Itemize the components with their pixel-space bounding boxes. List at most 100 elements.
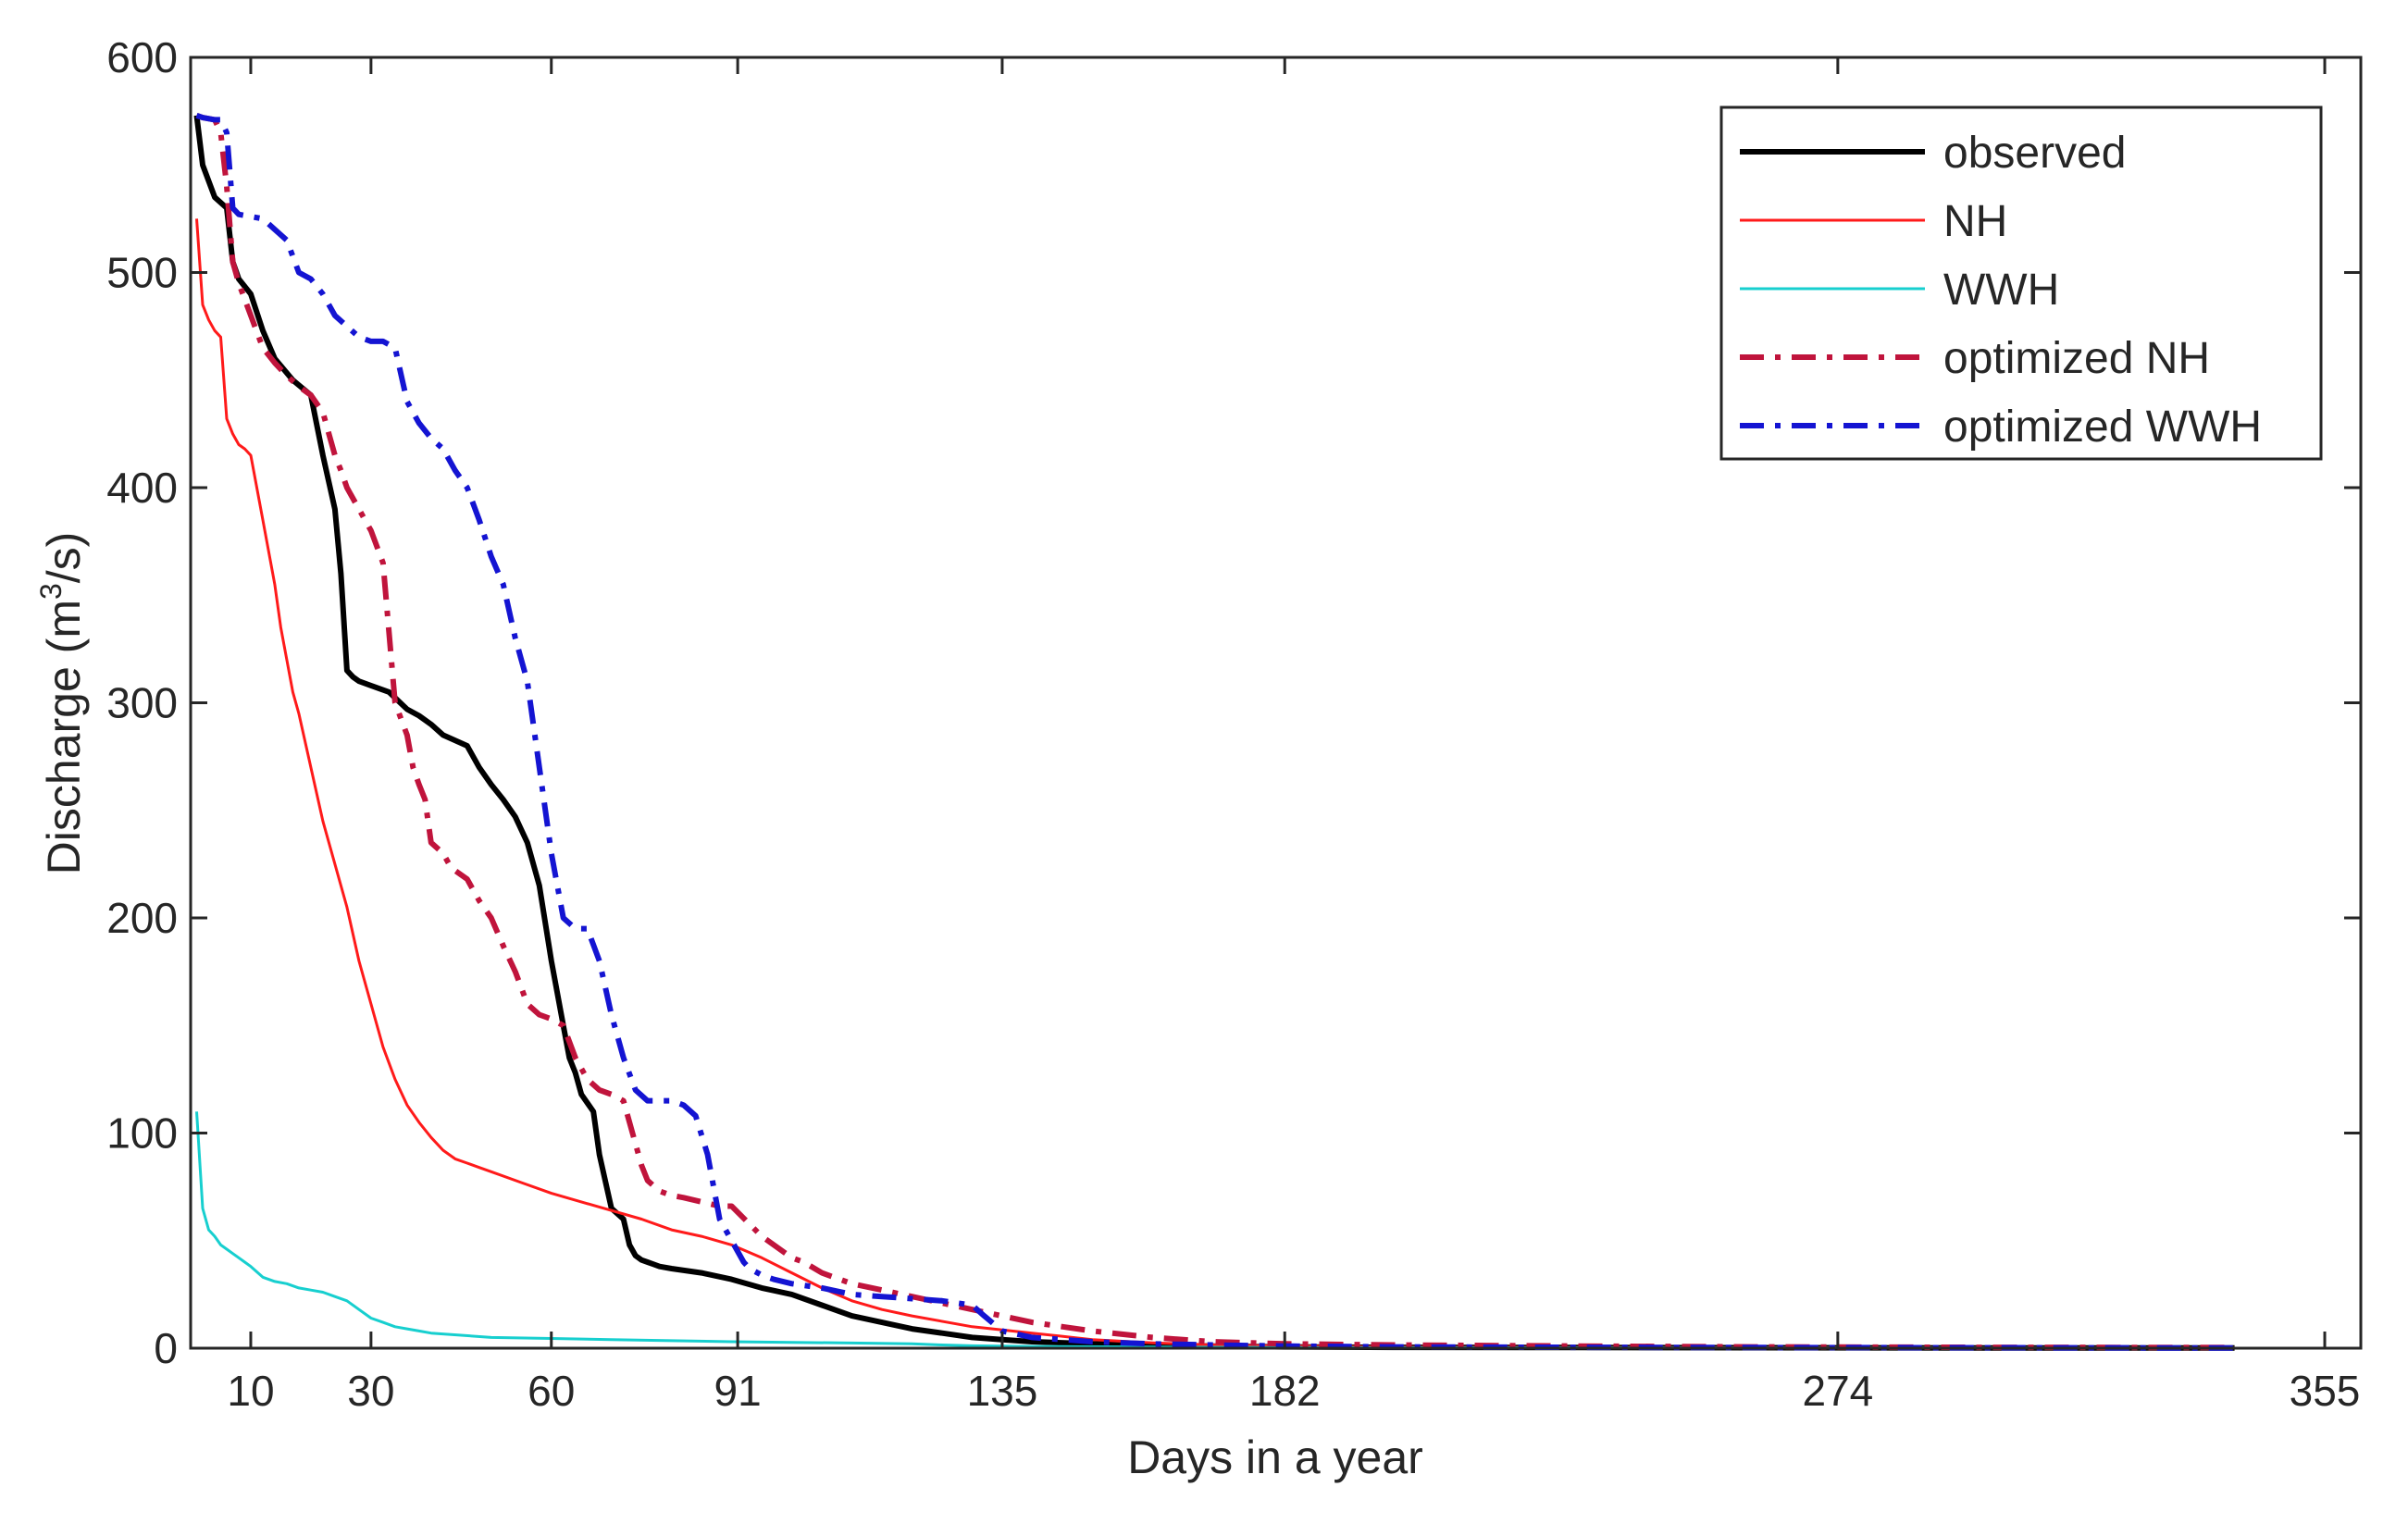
data-point-observed	[821, 1305, 823, 1307]
data-point-optimized-nh	[238, 282, 240, 284]
data-point-optimized-nh	[250, 315, 252, 316]
x-tick-label: 274	[1802, 1367, 1873, 1415]
data-point-optimized-nh	[478, 899, 480, 901]
data-point-observed	[647, 1261, 649, 1263]
data-point-optimized-nh	[640, 1164, 642, 1166]
x-tick-label: 30	[347, 1367, 394, 1415]
data-point-optimized-nh	[623, 1100, 625, 1102]
data-point-optimized-nh	[635, 1143, 637, 1145]
y-tick-label: 100	[106, 1109, 178, 1158]
data-point-optimized-wwh	[442, 448, 444, 450]
data-point-wwh	[418, 1330, 420, 1332]
data-point-optimized-wwh	[202, 117, 204, 118]
data-point-wwh	[244, 1261, 246, 1263]
y-tick-label: 0	[154, 1324, 178, 1372]
data-point-optimized-nh	[340, 469, 341, 471]
y-tick-label: 200	[106, 894, 178, 942]
data-point-optimized-nh	[539, 1014, 540, 1016]
data-point-observed	[701, 1272, 702, 1274]
y-axis-title-tail: /s)	[38, 532, 90, 584]
data-point-nh	[250, 454, 252, 456]
data-point-wwh	[298, 1287, 300, 1289]
data-point-optimized-wwh	[912, 1298, 913, 1300]
data-point-nh	[358, 960, 360, 962]
series-observed	[193, 115, 2235, 1351]
data-point-optimized-wwh	[382, 341, 384, 342]
data-point-optimized-wwh	[575, 928, 577, 930]
data-point-optimized-wwh	[539, 766, 540, 768]
data-point-optimized-nh	[220, 131, 222, 133]
y-tick-label: 600	[106, 33, 178, 81]
data-point-observed	[352, 676, 354, 678]
data-point-optimized-nh	[599, 1089, 601, 1091]
x-tick-label: 135	[967, 1367, 1038, 1415]
data-point-optimized-nh	[701, 1201, 702, 1203]
data-point-wwh	[232, 1253, 234, 1255]
data-point-optimized-nh	[370, 530, 372, 532]
data-point-optimized-nh	[731, 1206, 733, 1208]
series-nh	[195, 218, 2235, 1350]
data-point-observed	[912, 1328, 913, 1330]
data-point-optimized-wwh	[370, 341, 372, 342]
data-point-observed	[575, 1072, 577, 1073]
data-point-observed	[628, 1244, 630, 1245]
data-point-optimized-wwh	[394, 347, 396, 349]
data-point-nh	[442, 1149, 444, 1151]
data-point-optimized-wwh	[599, 960, 601, 962]
data-point-optimized-nh	[310, 394, 312, 396]
data-point-optimized-nh	[262, 347, 264, 349]
data-point-optimized-nh	[1091, 1330, 1093, 1332]
legend-label-observed: observed	[1943, 129, 2126, 178]
data-point-observed	[791, 1294, 793, 1295]
data-point-optimized-nh	[551, 1018, 552, 1020]
data-point-observed	[539, 885, 540, 886]
data-point-wwh	[286, 1282, 288, 1284]
data-point-optimized-wwh	[238, 214, 240, 216]
data-point-optimized-wwh	[941, 1300, 943, 1302]
data-point-nh	[490, 1171, 492, 1172]
data-point-nh	[220, 336, 222, 338]
data-point-observed	[652, 1263, 654, 1265]
data-point-wwh	[274, 1281, 276, 1282]
x-tick-label: 91	[714, 1367, 762, 1415]
data-point-observed	[442, 734, 444, 736]
data-point-optimized-wwh	[821, 1287, 823, 1289]
data-point-optimized-nh	[334, 454, 336, 456]
data-point-optimized-wwh	[250, 216, 252, 217]
data-point-optimized-wwh	[719, 1219, 721, 1220]
data-point-optimized-wwh	[563, 917, 565, 919]
data-point-observed	[592, 1110, 594, 1112]
legend-label-optimized-wwh: optimized WWH	[1943, 403, 2262, 452]
data-point-observed	[972, 1336, 974, 1338]
data-point-observed	[334, 508, 336, 510]
data-point-optimized-wwh	[695, 1115, 697, 1117]
data-point-nh	[520, 1182, 522, 1183]
data-point-nh	[279, 626, 281, 628]
data-point-wwh	[430, 1332, 432, 1334]
data-point-observed	[466, 745, 468, 747]
data-point-wwh	[220, 1244, 222, 1245]
data-point-optimized-nh	[298, 386, 300, 388]
data-point-optimized-nh	[1151, 1336, 1153, 1338]
data-point-observed	[635, 1255, 637, 1257]
series-layer	[193, 112, 2235, 1351]
data-point-optimized-nh	[575, 1057, 577, 1059]
data-point-optimized-wwh	[647, 1100, 649, 1102]
data-point-optimized-wwh	[298, 272, 300, 274]
data-point-optimized-wwh	[527, 680, 528, 682]
series-line-observed	[193, 115, 2235, 1351]
data-point-optimized-wwh	[972, 1305, 974, 1307]
data-point-nh	[851, 1300, 853, 1302]
data-point-nh	[1031, 1332, 1033, 1334]
data-point-optimized-nh	[881, 1289, 883, 1291]
data-point-observed	[340, 573, 341, 575]
data-point-observed	[370, 685, 372, 687]
data-point-optimized-nh	[503, 945, 504, 947]
data-point-observed	[478, 766, 480, 768]
data-point-optimized-wwh	[773, 1279, 775, 1281]
data-point-wwh	[611, 1339, 613, 1341]
data-point-observed	[761, 1287, 763, 1289]
data-point-observed	[250, 293, 252, 295]
data-point-nh	[238, 444, 240, 446]
